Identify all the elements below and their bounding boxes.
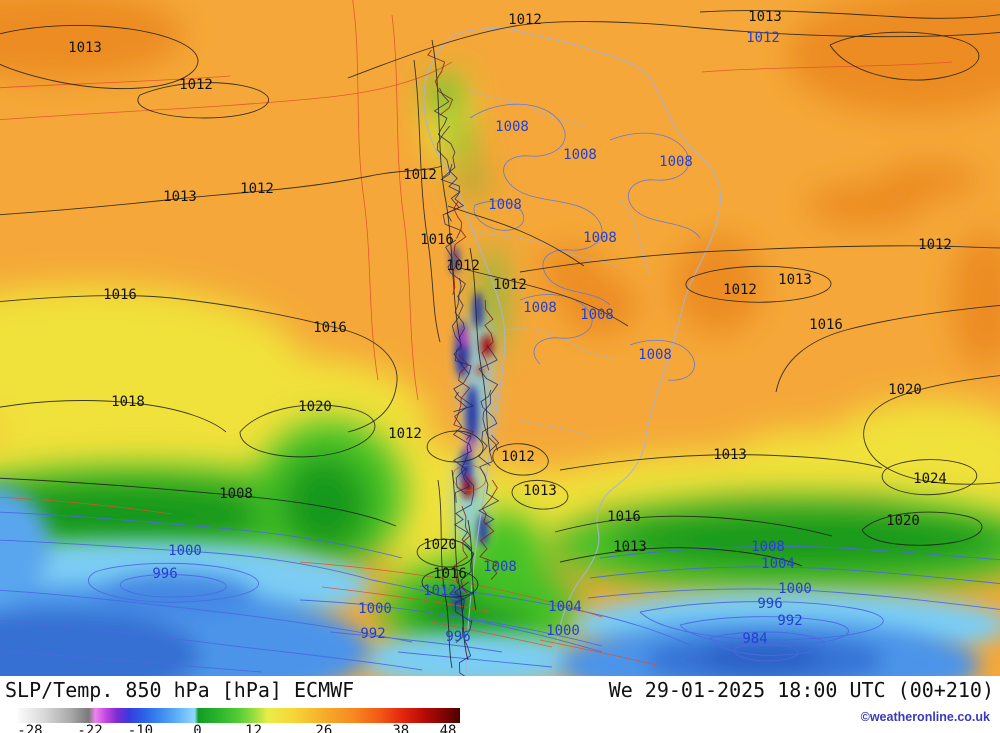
map-area: 1012 1013 1012 1013 1012 1008 1008 1008 1013 1012… bbox=[0, 0, 1000, 676]
andes-terrain-contours bbox=[427, 49, 500, 676]
country-borders bbox=[423, 28, 721, 675]
colorbar-tick: -10 bbox=[127, 723, 154, 733]
temperature-field-green bbox=[0, 75, 1000, 665]
andes-cold-spots bbox=[451, 246, 493, 612]
temperature-field-blue bbox=[0, 485, 980, 676]
temperature-field-warm bbox=[0, 0, 1000, 370]
colorbar-ticks: -28 -22 -10 0 12 26 38 48 bbox=[17, 723, 460, 733]
colorbar-tick: 0 bbox=[193, 723, 202, 733]
colorbar-tick: -22 bbox=[77, 723, 103, 733]
colorbar-tick: 12 bbox=[245, 723, 263, 733]
copyright-link[interactable]: ©weatheronline.co.uk bbox=[860, 710, 990, 724]
colorbar-tick: 48 bbox=[439, 723, 457, 733]
isotherms-red bbox=[0, 0, 953, 667]
colorbar-tick: -28 bbox=[17, 723, 43, 733]
temperature-colorbar bbox=[18, 708, 460, 723]
map-graphic bbox=[0, 0, 1000, 676]
map-datetime: We 29-01-2025 18:00 UTC (00+210) bbox=[608, 678, 994, 702]
footer: SLP/Temp. 850 hPa [hPa] ECMWF We 29-01-2… bbox=[0, 676, 1000, 733]
map-title: SLP/Temp. 850 hPa [hPa] ECMWF bbox=[5, 678, 355, 702]
isobars-blue bbox=[0, 103, 1000, 673]
colorbar-tick: 26 bbox=[315, 723, 333, 733]
colorbar-tick: 38 bbox=[392, 723, 410, 733]
